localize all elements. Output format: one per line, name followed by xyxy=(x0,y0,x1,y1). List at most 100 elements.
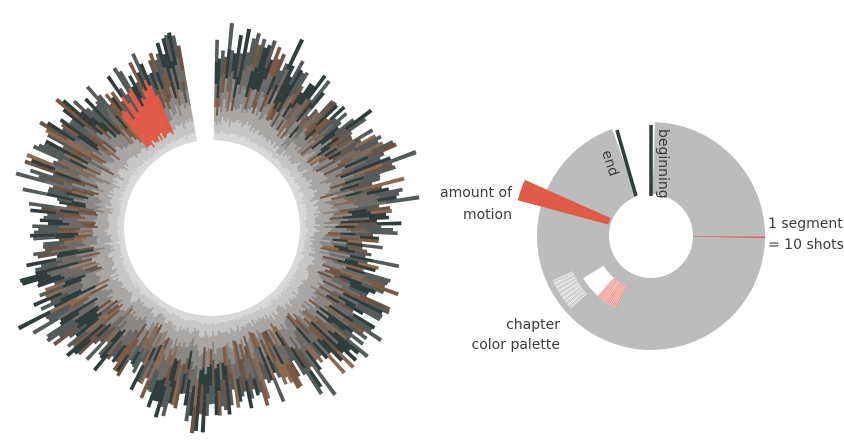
radial-shot-bar xyxy=(103,324,120,342)
radial-shot-bar xyxy=(84,264,98,272)
radial-shot-bar xyxy=(32,224,60,228)
radial-shot-bar xyxy=(147,321,156,332)
radial-shot-bar xyxy=(80,274,98,284)
radial-shot-bar xyxy=(275,314,288,330)
radial-shot-bar xyxy=(270,135,279,146)
radial-shot-bar xyxy=(162,147,167,154)
radial-shot-bar xyxy=(84,311,103,326)
radial-shot-bar xyxy=(110,198,120,203)
radial-shot-bar xyxy=(352,156,381,172)
radial-shot-bar xyxy=(274,331,286,348)
radial-shot-bar xyxy=(346,242,364,248)
radial-shot-bar xyxy=(146,379,160,408)
radial-shot-bar xyxy=(237,104,244,121)
radial-shot-bar xyxy=(167,305,173,313)
radial-shot-bar xyxy=(230,97,236,112)
radial-shot-bar xyxy=(309,321,324,335)
radial-shot-bar xyxy=(309,263,326,272)
radial-shot-bar xyxy=(275,308,286,321)
radial-shot-bar xyxy=(184,331,190,348)
radial-shot-bar xyxy=(233,134,238,144)
radial-shot-bar xyxy=(66,204,81,210)
radial-shot-bar xyxy=(170,60,181,90)
radial-shot-bar xyxy=(125,93,140,113)
radial-shot-bar xyxy=(273,116,284,131)
radial-shot-bar xyxy=(130,273,138,279)
radial-shot-bar xyxy=(267,154,274,161)
radial-shot-bar xyxy=(172,315,179,327)
radial-shot-bar xyxy=(327,329,352,352)
radial-shot-bar xyxy=(83,198,101,205)
radial-shot-bar xyxy=(288,269,295,274)
radial-shot-bar xyxy=(106,130,125,148)
palette-swatch xyxy=(605,281,620,302)
radial-shot-bar xyxy=(257,146,263,154)
radial-shot-bar xyxy=(185,312,190,320)
radial-shot-bar xyxy=(225,119,230,135)
radial-shot-bar xyxy=(72,99,93,119)
radial-shot-bar xyxy=(269,293,276,300)
radial-shot-bar xyxy=(174,308,178,314)
radial-shot-bar xyxy=(278,83,292,104)
radial-shot-bar xyxy=(69,152,89,165)
radial-shot-bar xyxy=(193,132,197,142)
radial-shot-bar xyxy=(113,193,123,199)
radial-shot-bar xyxy=(139,165,146,172)
radial-shot-bar xyxy=(303,300,318,313)
radial-shot-bar xyxy=(184,320,189,332)
radial-shot-bar xyxy=(224,331,229,344)
legend-chapter-palette xyxy=(552,265,627,309)
radial-shot-bar xyxy=(300,179,313,187)
radial-shot-bar xyxy=(193,394,201,432)
radial-shot-bar xyxy=(293,176,306,185)
radial-shot-bar xyxy=(301,200,311,205)
palette-swatch xyxy=(603,281,619,301)
radial-shot-bar xyxy=(112,256,124,262)
radial-shot-bar xyxy=(207,336,211,349)
radial-shot-bar xyxy=(69,158,88,170)
radial-shot-bar xyxy=(292,313,304,325)
radial-shot-bar xyxy=(98,165,115,176)
radial-shot-bar xyxy=(297,162,311,173)
radial-shot-bar xyxy=(113,243,121,248)
radial-shot-bar xyxy=(278,154,288,163)
radial-shot-bar xyxy=(284,275,292,281)
radial-shot-bar xyxy=(61,127,81,142)
radial-shot-bar xyxy=(56,251,76,259)
radial-shot-bar xyxy=(285,102,300,121)
radial-shot-bar xyxy=(38,174,65,186)
radial-shot-bar xyxy=(305,214,319,219)
radial-shot-bar xyxy=(210,315,212,325)
radial-shot-bar xyxy=(128,102,140,117)
radial-shot-bar xyxy=(88,175,104,184)
radial-shot-bar xyxy=(67,243,86,249)
radial-shot-bar xyxy=(173,387,181,409)
radial-shot-bar xyxy=(227,382,234,406)
radial-shot-bar xyxy=(147,149,154,157)
radial-shot-bar xyxy=(277,345,290,364)
radial-shot-bar xyxy=(235,378,243,402)
radial-shot-bar xyxy=(305,226,314,229)
radial-shot-bar xyxy=(242,335,251,355)
radial-shot-bar xyxy=(255,96,265,117)
radial-shot-bar xyxy=(131,123,144,138)
radial-shot-bar xyxy=(341,286,361,298)
radial-shot-bar xyxy=(122,252,128,256)
radial-shot-bar xyxy=(299,229,308,232)
radial-shot-bar xyxy=(149,127,161,143)
radial-shot-bar xyxy=(127,169,136,176)
radial-shot-bar xyxy=(187,312,191,321)
radial-shot-bar xyxy=(147,292,154,298)
radial-shot-bar xyxy=(297,315,310,328)
radial-shot-bar xyxy=(90,137,108,152)
radial-shot-bar xyxy=(146,129,157,144)
radial-shot-bar xyxy=(237,70,246,96)
radial-shot-bar xyxy=(274,154,280,160)
radial-shot-bar xyxy=(284,175,291,181)
radial-shot-bar xyxy=(328,304,355,324)
radial-shot-bar xyxy=(78,231,94,235)
radial-shot-bar xyxy=(263,298,271,307)
radial-shot-bar xyxy=(95,123,113,140)
radial-shot-bar xyxy=(297,204,307,209)
radial-shot-bar xyxy=(145,312,155,325)
